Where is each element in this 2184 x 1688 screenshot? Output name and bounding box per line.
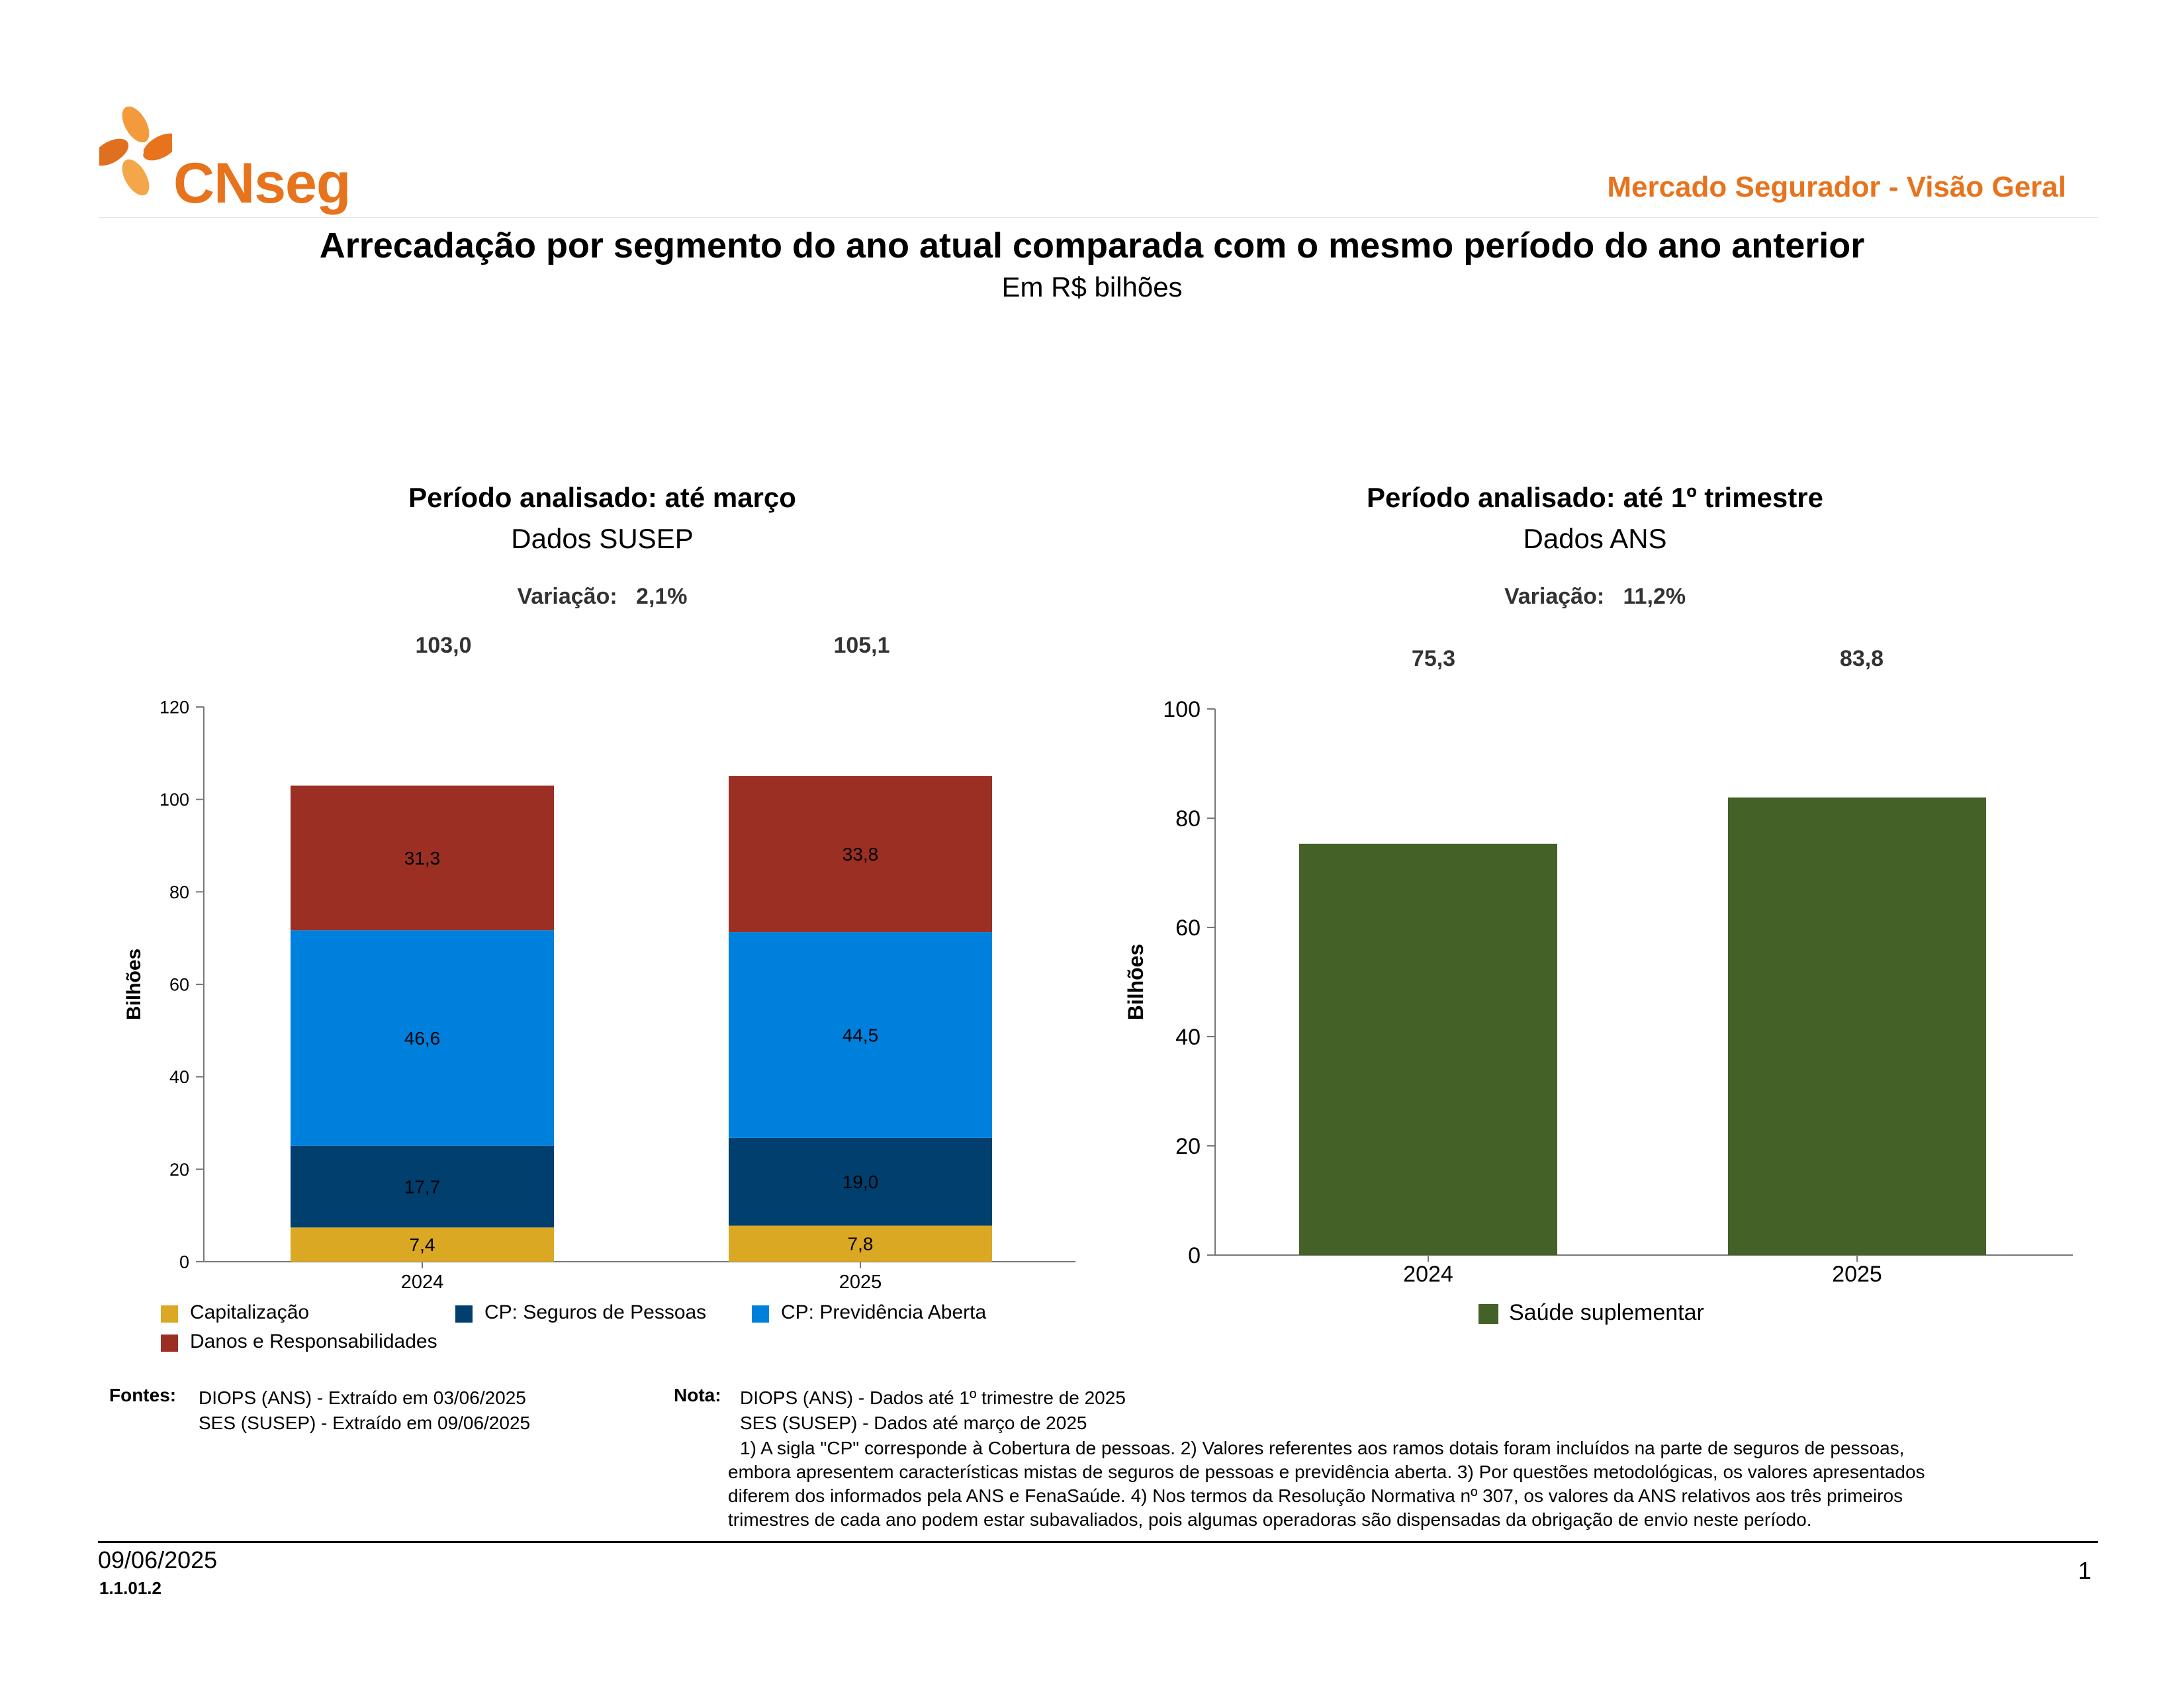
page-subtitle: Em R$ bilhões [1001, 271, 1183, 303]
data-label: 33,8 [842, 844, 879, 865]
note-line: SES (SUSEP) - Dados até março de 2025 [740, 1413, 1087, 1433]
cnseg-logo-icon [99, 106, 172, 196]
note-label: Nota: [674, 1385, 721, 1405]
right-variation-label: Variação: [1504, 584, 1605, 609]
y-tick-label: 120 [159, 697, 189, 717]
source-line: SES (SUSEP) - Extraído em 09/06/2025 [199, 1413, 531, 1433]
footer-code: 1.1.01.2 [99, 1578, 161, 1598]
sources-label: Fontes: [109, 1385, 177, 1405]
x-tick-label: 2024 [1403, 1262, 1453, 1287]
bar [291, 1145, 554, 1228]
footer-divider [98, 1541, 2098, 1543]
legend-label: Capitalização [190, 1301, 310, 1323]
legend-swatch [161, 1305, 178, 1323]
legend-swatch [1479, 1304, 1498, 1324]
y-tick-label: 80 [1175, 806, 1201, 831]
right-variation-value: 11,2% [1623, 584, 1686, 609]
page-title: Arrecadação por segmento do ano atual co… [319, 226, 1865, 265]
left-total-2024: 103,0 [415, 633, 472, 658]
note-text-line: embora apresentem características mistas… [728, 1462, 1925, 1482]
bar [291, 1227, 554, 1262]
legend-label: CP: Previdência Aberta [781, 1301, 987, 1323]
source-line: DIOPS (ANS) - Extraído em 03/06/2025 [199, 1387, 526, 1408]
data-label: 46,6 [404, 1028, 441, 1049]
y-tick-label: 0 [1188, 1243, 1201, 1268]
legend-label: Danos e Responsabilidades [190, 1331, 437, 1352]
y-tick-label: 80 [169, 882, 189, 902]
y-tick-label: 100 [1163, 697, 1201, 722]
legend-left: Capitalização CP: Seguros de Pessoas CP:… [161, 1301, 1087, 1361]
y-axis-label: Bilhões [1124, 944, 1148, 1021]
data-label: 7,4 [410, 1235, 435, 1255]
data-label: 7,8 [848, 1234, 874, 1254]
y-tick-label: 0 [179, 1252, 189, 1272]
legend-label: Saúde suplementar [1509, 1300, 1704, 1325]
left-total-2025: 105,1 [833, 633, 890, 658]
right-total-2024: 75,3 [1411, 646, 1456, 671]
y-tick-label: 40 [1175, 1025, 1201, 1050]
legend-label: CP: Seguros de Pessoas [484, 1301, 707, 1323]
bar [729, 932, 992, 1138]
legend-right: Saúde suplementar [1479, 1300, 1809, 1327]
bar [729, 1225, 992, 1262]
legend-swatch [752, 1305, 769, 1323]
left-variation-value: 2,1% [636, 584, 688, 609]
legend-swatch [455, 1305, 473, 1323]
left-variation: Variação: 2,1% [205, 584, 999, 610]
left-panel-title: Período analisado: até março [408, 482, 796, 513]
y-tick-label: 100 [159, 790, 189, 810]
y-tick-label: 20 [1175, 1134, 1201, 1159]
bar [291, 785, 554, 931]
report-name: Mercado Segurador - Visão Geral [1607, 171, 2066, 203]
bar [1299, 843, 1557, 1255]
note-line: DIOPS (ANS) - Dados até 1º trimestre de … [740, 1387, 1126, 1408]
y-axis-label: Bilhões [123, 949, 145, 1020]
right-panel-title: Período analisado: até 1º trimestre [1367, 482, 1823, 513]
right-total-2025: 83,8 [1839, 646, 1884, 671]
logo-text: CNseg [173, 152, 351, 215]
x-tick-label: 2025 [839, 1272, 882, 1293]
right-panel-source: Dados ANS [1523, 523, 1667, 554]
note-text-line: diferem dos informados pela ANS e FenaSa… [728, 1485, 1903, 1506]
page-number: 1 [2078, 1557, 2092, 1584]
y-tick-label: 40 [169, 1067, 189, 1087]
legend-swatch [161, 1335, 178, 1352]
bar [729, 776, 992, 933]
y-tick-label: 60 [1175, 915, 1201, 941]
bar [1728, 797, 1986, 1255]
left-panel-source: Dados SUSEP [511, 523, 694, 554]
right-variation: Variação: 11,2% [1198, 584, 1992, 610]
data-label: 19,0 [842, 1172, 879, 1192]
header-divider [99, 217, 2098, 218]
y-tick-label: 20 [169, 1160, 189, 1180]
data-label: 44,5 [842, 1025, 879, 1045]
note-text: 1) A sigla "CP" corresponde à Cobertura … [728, 1436, 2105, 1532]
note-text-line: 1) A sigla "CP" corresponde à Cobertura … [740, 1438, 1905, 1458]
bar [729, 1137, 992, 1226]
data-label: 17,7 [404, 1176, 441, 1197]
footer-date: 09/06/2025 [98, 1546, 218, 1573]
data-label: 31,3 [404, 848, 441, 868]
note-text-line: trimestres de cada ano podem estar subav… [728, 1509, 1812, 1530]
y-tick-label: 60 [169, 974, 189, 994]
x-tick-label: 2025 [1832, 1262, 1882, 1287]
x-tick-label: 2024 [401, 1272, 444, 1293]
bar [291, 930, 554, 1146]
left-variation-label: Variação: [517, 584, 617, 609]
